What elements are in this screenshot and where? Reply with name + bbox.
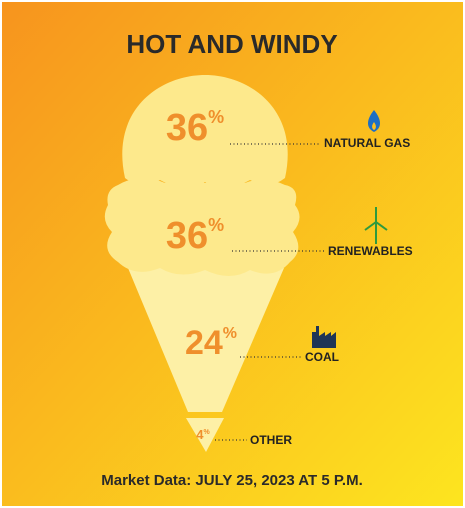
middle-scoop: [104, 177, 300, 276]
segment-label: NATURAL GAS: [324, 136, 410, 150]
percent-label: 4%: [196, 427, 210, 442]
percent-label: 36%: [166, 107, 224, 149]
factory-icon: [312, 326, 336, 348]
title: HOT AND WINDY: [126, 29, 337, 59]
percent-sign: %: [204, 429, 211, 436]
turbine-icon: [364, 207, 388, 244]
percent-value: 36: [166, 107, 208, 149]
cone-tip: [186, 418, 224, 452]
percent-label: 24%: [185, 324, 237, 362]
percent-sign: %: [223, 325, 237, 342]
percent-label: 36%: [166, 215, 224, 257]
percent-value: 36: [166, 215, 208, 257]
percent-value: 24: [185, 324, 223, 362]
segment-label: OTHER: [250, 433, 292, 447]
percent-sign: %: [208, 215, 224, 235]
segment-label: RENEWABLES: [328, 244, 413, 258]
percent-value: 4: [196, 427, 204, 442]
percent-sign: %: [208, 107, 224, 127]
top-scoop: [122, 75, 288, 187]
footer: Market Data: JULY 25, 2023 AT 5 P.M.: [101, 472, 363, 489]
segment-label: COAL: [305, 350, 339, 364]
cone: [128, 268, 284, 412]
flame-icon: [368, 110, 380, 132]
